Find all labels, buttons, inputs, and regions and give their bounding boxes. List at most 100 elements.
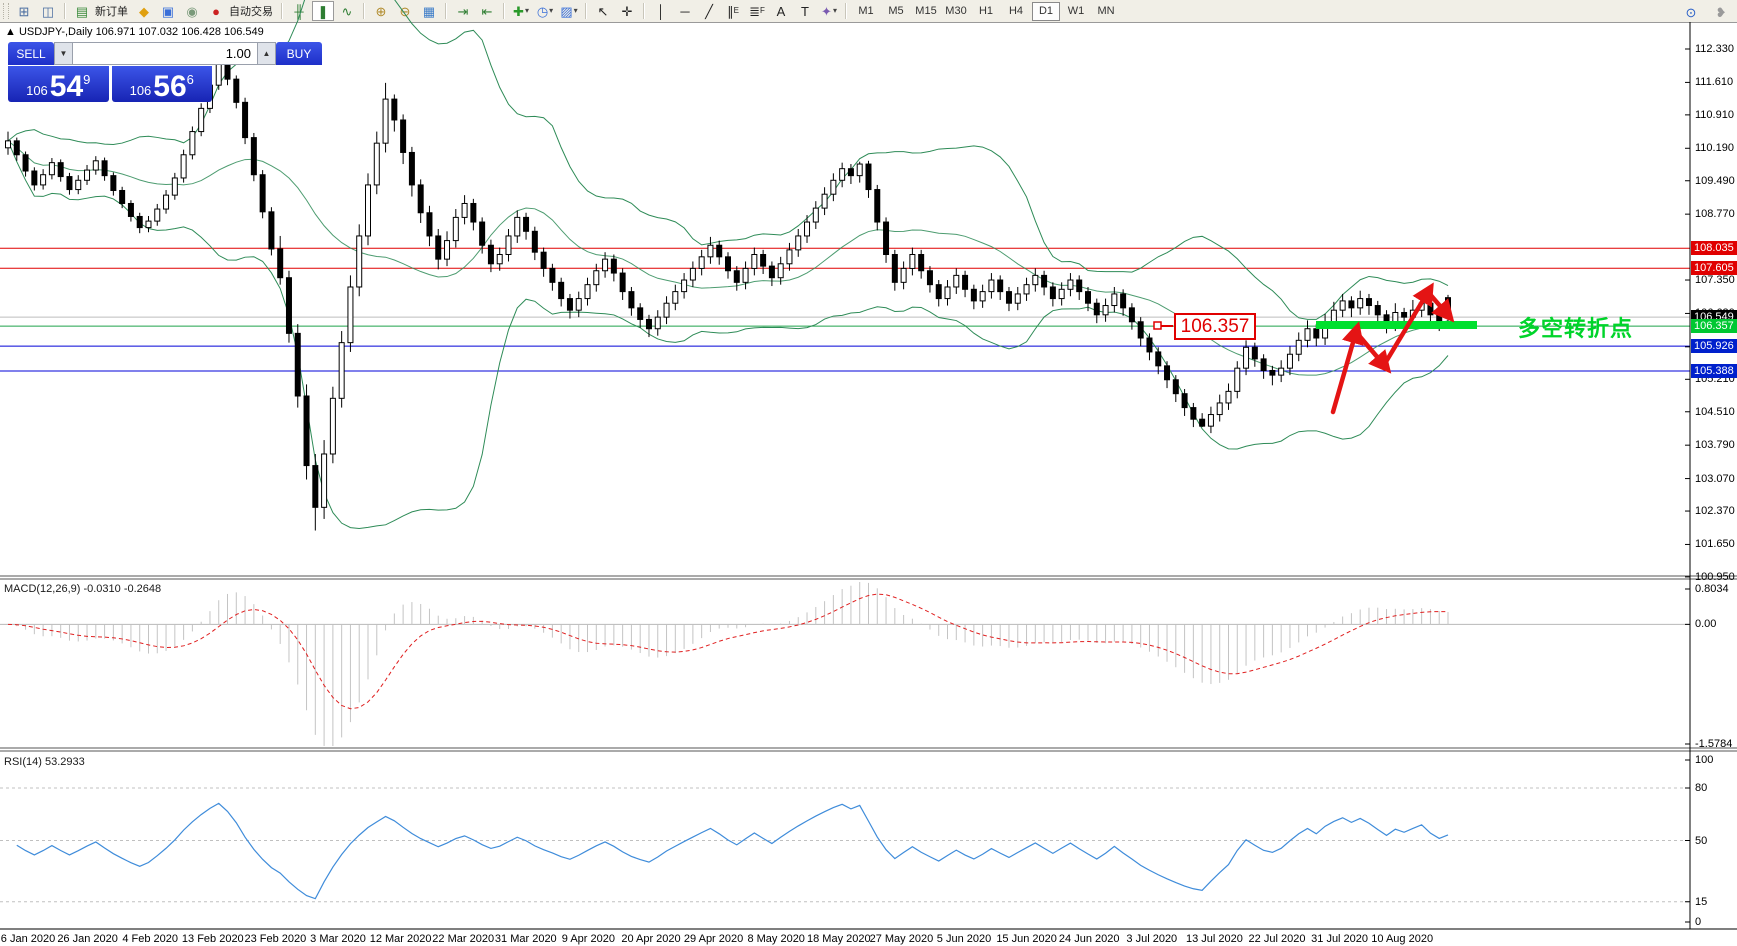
terminal-icon[interactable]: ▣	[161, 3, 175, 19]
new-order-icon[interactable]: ▤	[75, 3, 89, 19]
chat-icon[interactable]: ❥	[1715, 4, 1727, 20]
toolbar-separator	[363, 3, 365, 19]
toolbar-separator	[643, 3, 645, 19]
candle-body	[461, 202, 468, 218]
horizontal-line-icon[interactable]: ─	[680, 3, 690, 19]
search-icon[interactable]: ⊙	[1685, 4, 1697, 20]
candle-body	[681, 279, 688, 293]
chart-shift-icon[interactable]: ⇤	[481, 3, 493, 19]
fibonacci-icon[interactable]: ≣ F	[749, 3, 765, 19]
candle-body	[856, 163, 863, 177]
buy-price-big-figure: 106	[129, 83, 152, 98]
indicators-icon[interactable]: ✚ ▾	[513, 3, 529, 19]
profiles-icon[interactable]: ◫	[41, 3, 55, 19]
mql5-icon[interactable]: ◆	[139, 3, 149, 19]
buy-price-button[interactable]: 106 56 6	[111, 66, 212, 102]
price-axis-label: 103.790	[1695, 439, 1735, 452]
new-chart-icon[interactable]: ⊞	[18, 3, 30, 19]
candle-body	[48, 162, 55, 176]
candle-body	[1014, 293, 1021, 304]
sell-price-button[interactable]: 106 54 9	[8, 66, 109, 102]
date-axis-label: 5 Jun 2020	[936, 933, 992, 945]
candle-body	[452, 216, 459, 242]
equidistant-channel-icon[interactable]: ∥ E	[727, 3, 739, 19]
candle-body	[619, 272, 626, 293]
text-icon[interactable]: A	[776, 3, 786, 19]
candle-body	[1137, 321, 1144, 339]
date-axis-label: 23 Feb 2020	[244, 933, 307, 945]
callout-anchor	[1153, 321, 1162, 330]
templates-icon[interactable]: ▨ ▾	[560, 3, 578, 19]
date-axis-label: 18 May 2020	[806, 933, 871, 945]
candlestick-chart-icon[interactable]: ❚	[312, 1, 334, 21]
volume-input[interactable]	[73, 42, 257, 65]
arrows-icon[interactable]: ✦ ▾	[821, 3, 837, 19]
candle-body	[1348, 300, 1355, 309]
tile-windows-icon[interactable]: ▦	[422, 3, 436, 19]
candle-body	[628, 291, 635, 309]
bar-chart-icon[interactable]: ╫	[294, 3, 304, 19]
timeframe-d1-button[interactable]: D1	[1032, 1, 1060, 21]
zoom-out-icon[interactable]: ⊖	[399, 3, 411, 19]
candle-body	[566, 298, 573, 311]
one-click-trading-panel: SELL ▼ ▲ BUY 106 54 9 106 56 6	[8, 42, 322, 102]
volume-down-button[interactable]: ▼	[54, 42, 73, 65]
collapse-icon[interactable]: ▲	[5, 26, 16, 38]
vertical-line-icon[interactable]: │	[656, 3, 666, 19]
volume-up-button[interactable]: ▲	[257, 42, 276, 65]
price-callout-box[interactable]: 106.357	[1174, 313, 1256, 340]
line-chart-icon[interactable]: ∿	[341, 3, 353, 19]
candle-body	[22, 154, 29, 172]
candle-body	[1190, 407, 1197, 420]
candle-body	[1207, 414, 1214, 427]
candle-body	[400, 119, 407, 153]
signals-icon[interactable]: ◉	[186, 3, 198, 19]
price-axis-label: 103.070	[1695, 472, 1735, 485]
timeframe-m1-button[interactable]: M1	[858, 5, 874, 17]
candle-body	[883, 221, 890, 256]
candle-body	[1049, 286, 1056, 300]
candle-body	[1260, 358, 1267, 371]
buy-button[interactable]: BUY	[276, 42, 322, 65]
candle-body	[953, 274, 960, 288]
timeframe-m5-button[interactable]: M5	[888, 5, 904, 17]
sell-price-big-figure: 106	[26, 83, 48, 98]
candle-body	[435, 235, 442, 260]
candle-body	[1058, 288, 1065, 300]
auto-scroll-icon[interactable]: ⇥	[457, 3, 469, 19]
candle-body	[1172, 379, 1179, 395]
date-axis-label: 20 Apr 2020	[621, 933, 681, 945]
macd-axis-label: -1.5784	[1695, 738, 1733, 750]
timeframe-mn-button[interactable]: MN	[1097, 5, 1115, 17]
zoom-in-icon[interactable]: ⊕	[375, 3, 387, 19]
timeframe-w1-button[interactable]: W1	[1067, 5, 1085, 17]
autotrading-label[interactable]: 自动交易	[229, 6, 273, 18]
turning-point-annotation[interactable]: 多空转折点	[1518, 316, 1634, 341]
timeframe-m30-button[interactable]: M30	[945, 5, 967, 17]
new-order-label[interactable]: 新订单	[95, 6, 128, 18]
candle-body	[277, 248, 284, 279]
candle-body	[303, 395, 310, 467]
candle-body	[725, 256, 731, 272]
candle-body	[891, 254, 898, 283]
candle-body	[329, 397, 336, 455]
cursor-icon[interactable]: ↖	[597, 3, 609, 19]
autotrading-icon[interactable]: ●	[212, 3, 220, 19]
text-label-icon[interactable]: T	[801, 3, 809, 19]
price-axis-label: 104.510	[1695, 405, 1735, 418]
sell-button[interactable]: SELL	[8, 42, 54, 65]
candle-body	[163, 194, 170, 210]
timeframe-h1-button[interactable]: H1	[978, 5, 994, 17]
timeframe-h4-button[interactable]: H4	[1008, 5, 1024, 17]
candle-body	[909, 254, 916, 269]
sell-price-pips: 54	[49, 69, 84, 103]
trendline-icon[interactable]: ╱	[705, 3, 713, 19]
candle-body	[57, 162, 64, 178]
crosshair-icon[interactable]: ✛	[621, 3, 633, 19]
candle-body	[812, 207, 819, 223]
date-axis-label: 4 Feb 2020	[122, 933, 179, 945]
timeframe-m15-button[interactable]: M15	[915, 5, 937, 17]
periods-icon[interactable]: ◷ ▾	[536, 3, 554, 19]
